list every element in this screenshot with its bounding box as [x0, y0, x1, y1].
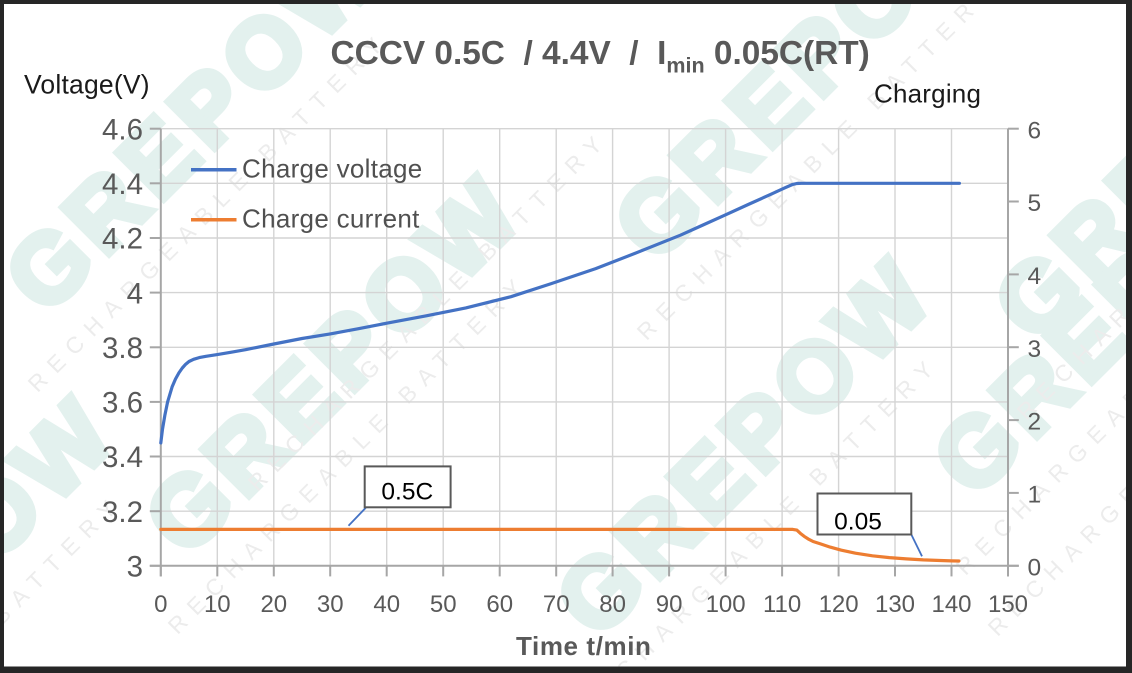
svg-text:0.05: 0.05	[834, 508, 882, 535]
svg-text:0.5C: 0.5C	[381, 478, 433, 505]
svg-text:80: 80	[599, 591, 626, 618]
svg-text:50: 50	[430, 591, 457, 618]
svg-text:4: 4	[127, 277, 143, 310]
svg-text:40: 40	[373, 591, 400, 618]
svg-text:130: 130	[875, 591, 915, 618]
svg-text:Charge voltage: Charge voltage	[242, 154, 423, 184]
svg-text:4.4: 4.4	[102, 168, 143, 201]
svg-text:3.6: 3.6	[102, 387, 143, 420]
svg-text:3: 3	[127, 551, 143, 584]
svg-text:3.2: 3.2	[102, 496, 143, 529]
svg-text:0: 0	[1028, 554, 1042, 581]
svg-text:150: 150	[988, 591, 1028, 618]
svg-text:10: 10	[204, 591, 231, 618]
svg-text:140: 140	[931, 591, 971, 618]
svg-text:6: 6	[1028, 117, 1042, 144]
svg-text:100: 100	[706, 591, 746, 618]
svg-text:4.2: 4.2	[102, 223, 143, 256]
svg-text:30: 30	[317, 591, 344, 618]
svg-text:4.6: 4.6	[102, 113, 143, 146]
svg-text:3.8: 3.8	[102, 332, 143, 365]
svg-text:Charging: Charging	[874, 78, 981, 108]
svg-text:110: 110	[763, 591, 801, 618]
svg-text:CCCV 0.5C / 4.4V / Imin 0.0: CCCV 0.5C / 4.4V / Imin 0.05C(RT)	[331, 35, 870, 78]
svg-text:1: 1	[1028, 482, 1042, 509]
svg-text:0: 0	[154, 591, 167, 618]
svg-text:Voltage(V): Voltage(V)	[24, 69, 150, 99]
svg-text:3.4: 3.4	[102, 441, 143, 474]
svg-text:3: 3	[1028, 336, 1042, 363]
svg-text:60: 60	[486, 591, 513, 618]
svg-text:Charge current: Charge current	[242, 204, 420, 234]
svg-text:4: 4	[1028, 263, 1042, 290]
svg-text:5: 5	[1028, 190, 1042, 217]
svg-text:2: 2	[1028, 409, 1042, 436]
svg-text:70: 70	[543, 591, 570, 618]
svg-text:120: 120	[819, 591, 859, 618]
svg-text:90: 90	[656, 591, 683, 618]
svg-text:Time t/min: Time t/min	[516, 631, 652, 661]
svg-text:20: 20	[260, 591, 287, 618]
